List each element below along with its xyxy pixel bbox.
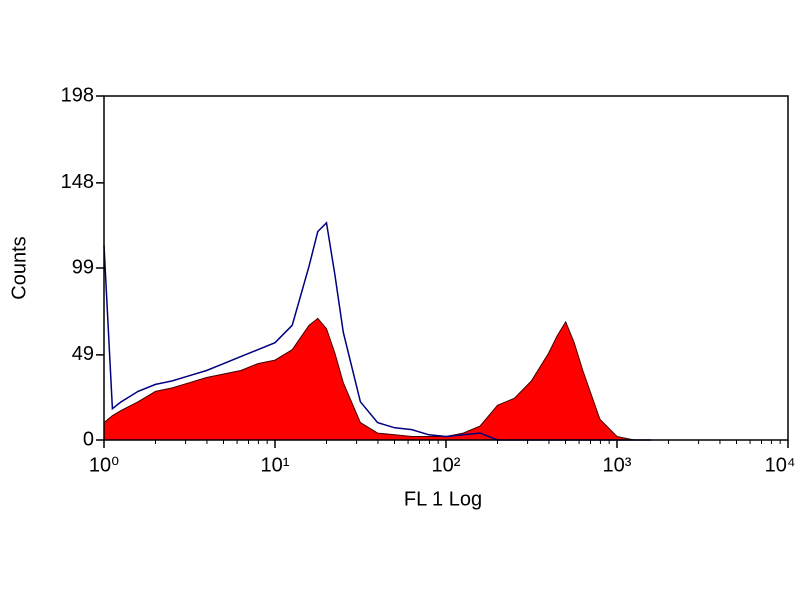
y-tick-label: 99: [72, 256, 94, 278]
x-tick-label: 10²: [432, 454, 461, 476]
x-tick-label: 10³: [603, 454, 632, 476]
x-axis-label: FL 1 Log: [404, 488, 482, 510]
x-tick-label: 10⁴: [765, 454, 796, 476]
y-axis-label: Counts: [8, 236, 30, 299]
y-tick-label: 0: [83, 428, 94, 450]
y-tick-label: 148: [61, 171, 94, 193]
filled-histogram: [103, 317, 652, 441]
y-tick-label: 49: [72, 343, 94, 365]
y-tick-label: 198: [61, 84, 94, 106]
x-tick-label: 10¹: [261, 454, 290, 476]
x-tick-label: 10⁰: [89, 454, 119, 476]
